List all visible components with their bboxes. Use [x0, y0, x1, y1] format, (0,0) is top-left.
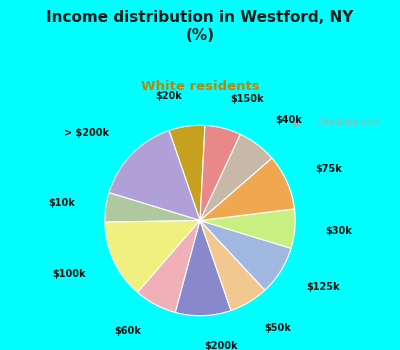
- Text: $200k: $200k: [204, 341, 238, 350]
- Wedge shape: [200, 220, 265, 310]
- Text: Income distribution in Westford, NY
(%): Income distribution in Westford, NY (%): [46, 10, 354, 43]
- Text: $10k: $10k: [49, 198, 76, 208]
- Wedge shape: [200, 134, 272, 220]
- Text: $60k: $60k: [114, 327, 141, 336]
- Wedge shape: [105, 220, 200, 292]
- Wedge shape: [169, 125, 205, 220]
- Text: $150k: $150k: [230, 93, 264, 104]
- Text: White residents: White residents: [141, 80, 259, 93]
- Text: $50k: $50k: [265, 323, 292, 333]
- Text: $40k: $40k: [276, 115, 302, 125]
- Text: > $200k: > $200k: [64, 128, 110, 138]
- Wedge shape: [105, 193, 200, 222]
- Text: $125k: $125k: [306, 282, 340, 292]
- Wedge shape: [200, 220, 291, 290]
- Wedge shape: [138, 220, 200, 313]
- Text: $75k: $75k: [315, 164, 342, 174]
- Text: $20k: $20k: [156, 91, 182, 101]
- Text: ●: ●: [291, 118, 300, 128]
- Wedge shape: [200, 209, 295, 248]
- Wedge shape: [175, 220, 231, 316]
- Text: $30k: $30k: [325, 226, 352, 237]
- Text: City-Data.com: City-Data.com: [311, 118, 380, 127]
- Wedge shape: [200, 125, 240, 220]
- Wedge shape: [200, 158, 294, 220]
- Wedge shape: [109, 131, 200, 220]
- Text: $100k: $100k: [52, 268, 86, 279]
